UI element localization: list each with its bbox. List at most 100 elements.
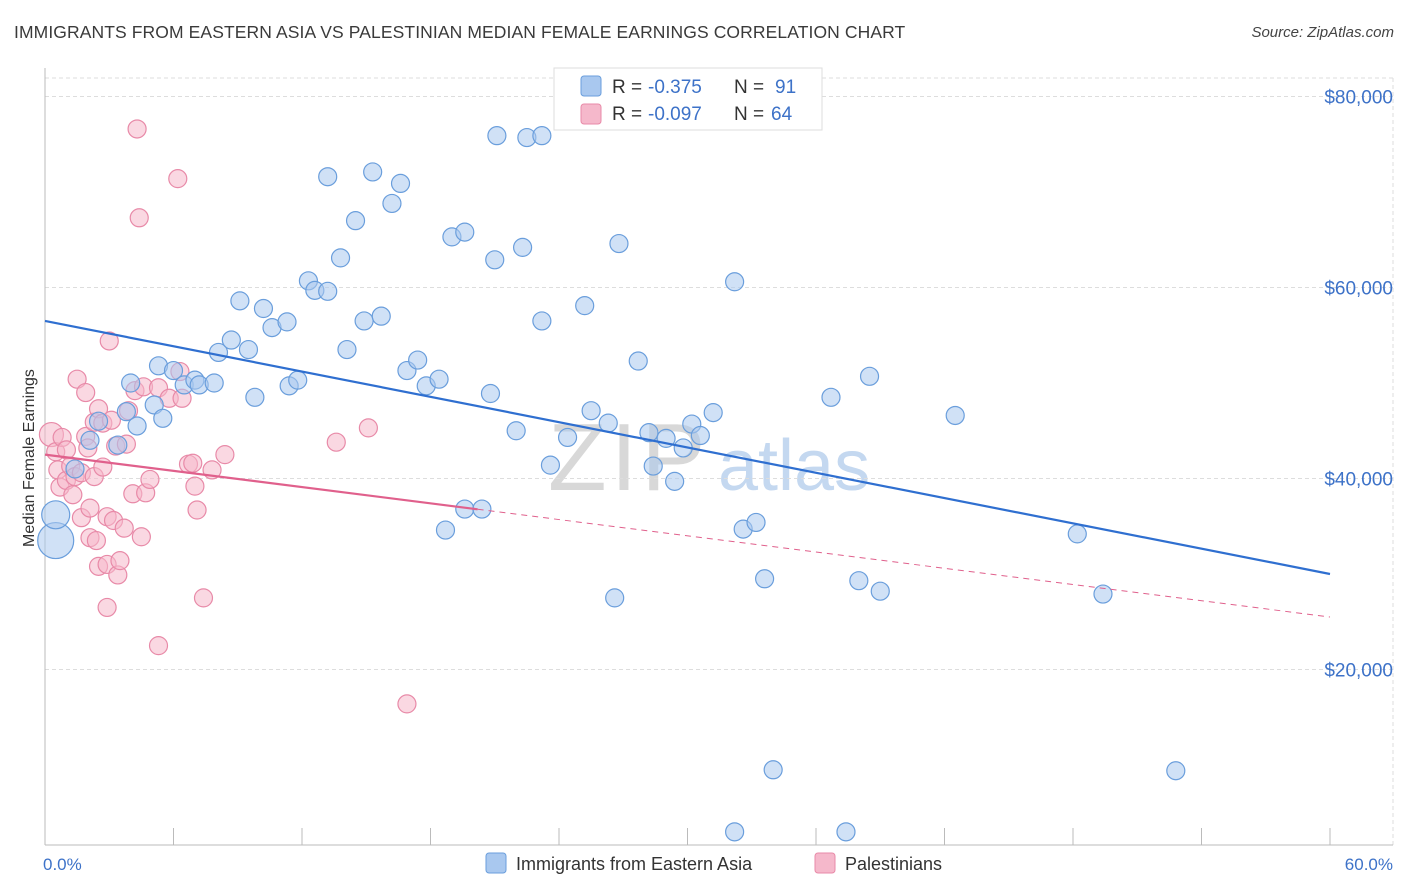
eastern-asia-point-45 bbox=[455, 222, 475, 242]
eastern-asia-point-78 bbox=[821, 387, 841, 407]
eastern-asia-point-34 bbox=[354, 311, 374, 331]
eastern-asia-point-20 bbox=[238, 339, 259, 360]
palestinians-point-28 bbox=[99, 331, 119, 351]
palestinians-point-59 bbox=[358, 418, 378, 438]
chart-title: IMMIGRANTS FROM EASTERN ASIA VS PALESTIN… bbox=[14, 22, 906, 42]
source-label: Source: ZipAtlas.com bbox=[1251, 24, 1394, 41]
eastern-asia-point-8 bbox=[127, 416, 147, 436]
palestinians-trend-line bbox=[44, 453, 478, 511]
palestinians-point-40 bbox=[129, 208, 149, 228]
legend-label-palestinians: Palestinians bbox=[845, 854, 942, 874]
eastern-asia-point-86 bbox=[1166, 761, 1186, 781]
stats-r-label-pink: R = bbox=[612, 104, 642, 125]
eastern-asia-point-55 bbox=[532, 311, 552, 331]
palestinians-point-16 bbox=[80, 498, 100, 518]
palestinians-point-14 bbox=[76, 382, 96, 403]
eastern-asia-point-79 bbox=[836, 822, 856, 842]
stats-legend-blue-swatch bbox=[580, 75, 602, 97]
eastern-asia-point-2 bbox=[65, 459, 85, 479]
eastern-asia-point-83 bbox=[945, 405, 965, 426]
eastern-asia-point-4 bbox=[88, 411, 109, 431]
legend-swatch-eastern-asia bbox=[485, 852, 507, 874]
watermark-atlas: atlas bbox=[718, 426, 870, 506]
eastern-asia-point-71 bbox=[703, 403, 723, 423]
stats-r-label-blue: R = bbox=[612, 77, 642, 98]
palestinians-point-44 bbox=[140, 469, 160, 490]
eastern-asia-point-9 bbox=[144, 395, 164, 415]
eastern-asia-point-64 bbox=[639, 423, 659, 443]
eastern-asia-point-70 bbox=[690, 425, 710, 446]
x-tick-label-min: 0.0% bbox=[43, 855, 82, 874]
eastern-asia-trend-line bbox=[44, 319, 1331, 576]
eastern-asia-point-49 bbox=[485, 250, 505, 270]
stats-legend: R = -0.375 N = 91 R = -0.097 N = 64 bbox=[553, 67, 823, 131]
y-tick-labels: $20,000 $40,000 $60,000 $80,000 bbox=[1324, 88, 1393, 682]
eastern-asia-point-59 bbox=[581, 401, 601, 421]
palestinians-point-27 bbox=[97, 597, 117, 618]
eastern-asia-point-32 bbox=[337, 339, 357, 360]
stats-n-label-pink: N = bbox=[734, 104, 764, 125]
eastern-asia-point-81 bbox=[859, 366, 880, 386]
eastern-asia-point-51 bbox=[506, 421, 526, 441]
y-tick-label-0: $20,000 bbox=[1324, 661, 1393, 682]
palestinians-point-48 bbox=[168, 169, 188, 189]
eastern-asia-point-57 bbox=[557, 427, 578, 448]
palestinians-point-39 bbox=[127, 119, 147, 139]
eastern-asia-point-38 bbox=[390, 173, 411, 194]
eastern-asia-point-33 bbox=[345, 211, 366, 231]
eastern-asia-point-67 bbox=[665, 471, 685, 491]
palestinians-point-41 bbox=[131, 527, 151, 547]
watermark: ZIP atlas bbox=[548, 404, 870, 511]
eastern-asia-point-36 bbox=[371, 306, 391, 326]
eastern-asia-point-76 bbox=[754, 569, 775, 589]
x-tick-label-max: 60.0% bbox=[1345, 855, 1393, 874]
eastern-asia-point-19 bbox=[230, 291, 250, 311]
eastern-asia-point-37 bbox=[382, 193, 402, 214]
eastern-asia-point-31 bbox=[330, 248, 351, 268]
eastern-asia-point-40 bbox=[408, 350, 428, 370]
stats-legend-pink-swatch bbox=[580, 103, 602, 125]
eastern-asia-point-1 bbox=[41, 500, 71, 530]
eastern-asia-point-5 bbox=[108, 435, 128, 455]
eastern-asia-point-22 bbox=[253, 298, 274, 319]
eastern-asia-point-11 bbox=[153, 408, 173, 428]
eastern-asia-points bbox=[37, 126, 1186, 842]
eastern-asia-point-60 bbox=[598, 413, 618, 433]
stats-r-value-blue: -0.375 bbox=[648, 77, 702, 98]
palestinians-point-58 bbox=[326, 432, 346, 452]
eastern-asia-point-29 bbox=[318, 281, 338, 301]
eastern-asia-point-62 bbox=[609, 233, 629, 254]
eastern-asia-point-18 bbox=[221, 330, 241, 350]
eastern-asia-point-56 bbox=[540, 455, 561, 475]
eastern-asia-point-82 bbox=[870, 581, 890, 601]
eastern-asia-point-73 bbox=[725, 272, 745, 292]
palestinians-point-8 bbox=[63, 485, 83, 505]
eastern-asia-point-52 bbox=[512, 237, 533, 257]
eastern-asia-point-35 bbox=[363, 162, 383, 182]
stats-n-value-blue: 91 bbox=[775, 77, 796, 98]
stats-n-value-pink: 64 bbox=[771, 104, 793, 125]
eastern-asia-point-80 bbox=[849, 571, 869, 591]
y-tick-label-1: $40,000 bbox=[1324, 470, 1393, 491]
eastern-asia-point-65 bbox=[643, 456, 663, 476]
eastern-asia-point-26 bbox=[288, 370, 308, 390]
eastern-asia-point-16 bbox=[204, 373, 224, 393]
palestinians-point-57 bbox=[215, 445, 235, 465]
palestinians-point-45 bbox=[148, 636, 169, 656]
y-axis-label: Median Female Earnings bbox=[21, 369, 38, 547]
eastern-asia-point-63 bbox=[628, 351, 648, 371]
eastern-asia-point-72 bbox=[725, 822, 745, 842]
palestinians-point-53 bbox=[185, 476, 205, 496]
legend-swatch-palestinians bbox=[814, 852, 836, 874]
eastern-asia-point-43 bbox=[435, 520, 456, 540]
eastern-asia-point-12 bbox=[163, 360, 184, 381]
palestinians-point-33 bbox=[110, 551, 130, 571]
legend-label-eastern-asia: Immigrants from Eastern Asia bbox=[516, 854, 753, 874]
palestinians-trend-line-extension bbox=[477, 508, 1331, 618]
eastern-asia-point-85 bbox=[1093, 584, 1113, 604]
palestinians-point-34 bbox=[114, 518, 134, 538]
palestinians-point-20 bbox=[86, 530, 107, 551]
watermark-zip: ZIP bbox=[548, 404, 709, 511]
palestinians-point-52 bbox=[183, 453, 203, 473]
